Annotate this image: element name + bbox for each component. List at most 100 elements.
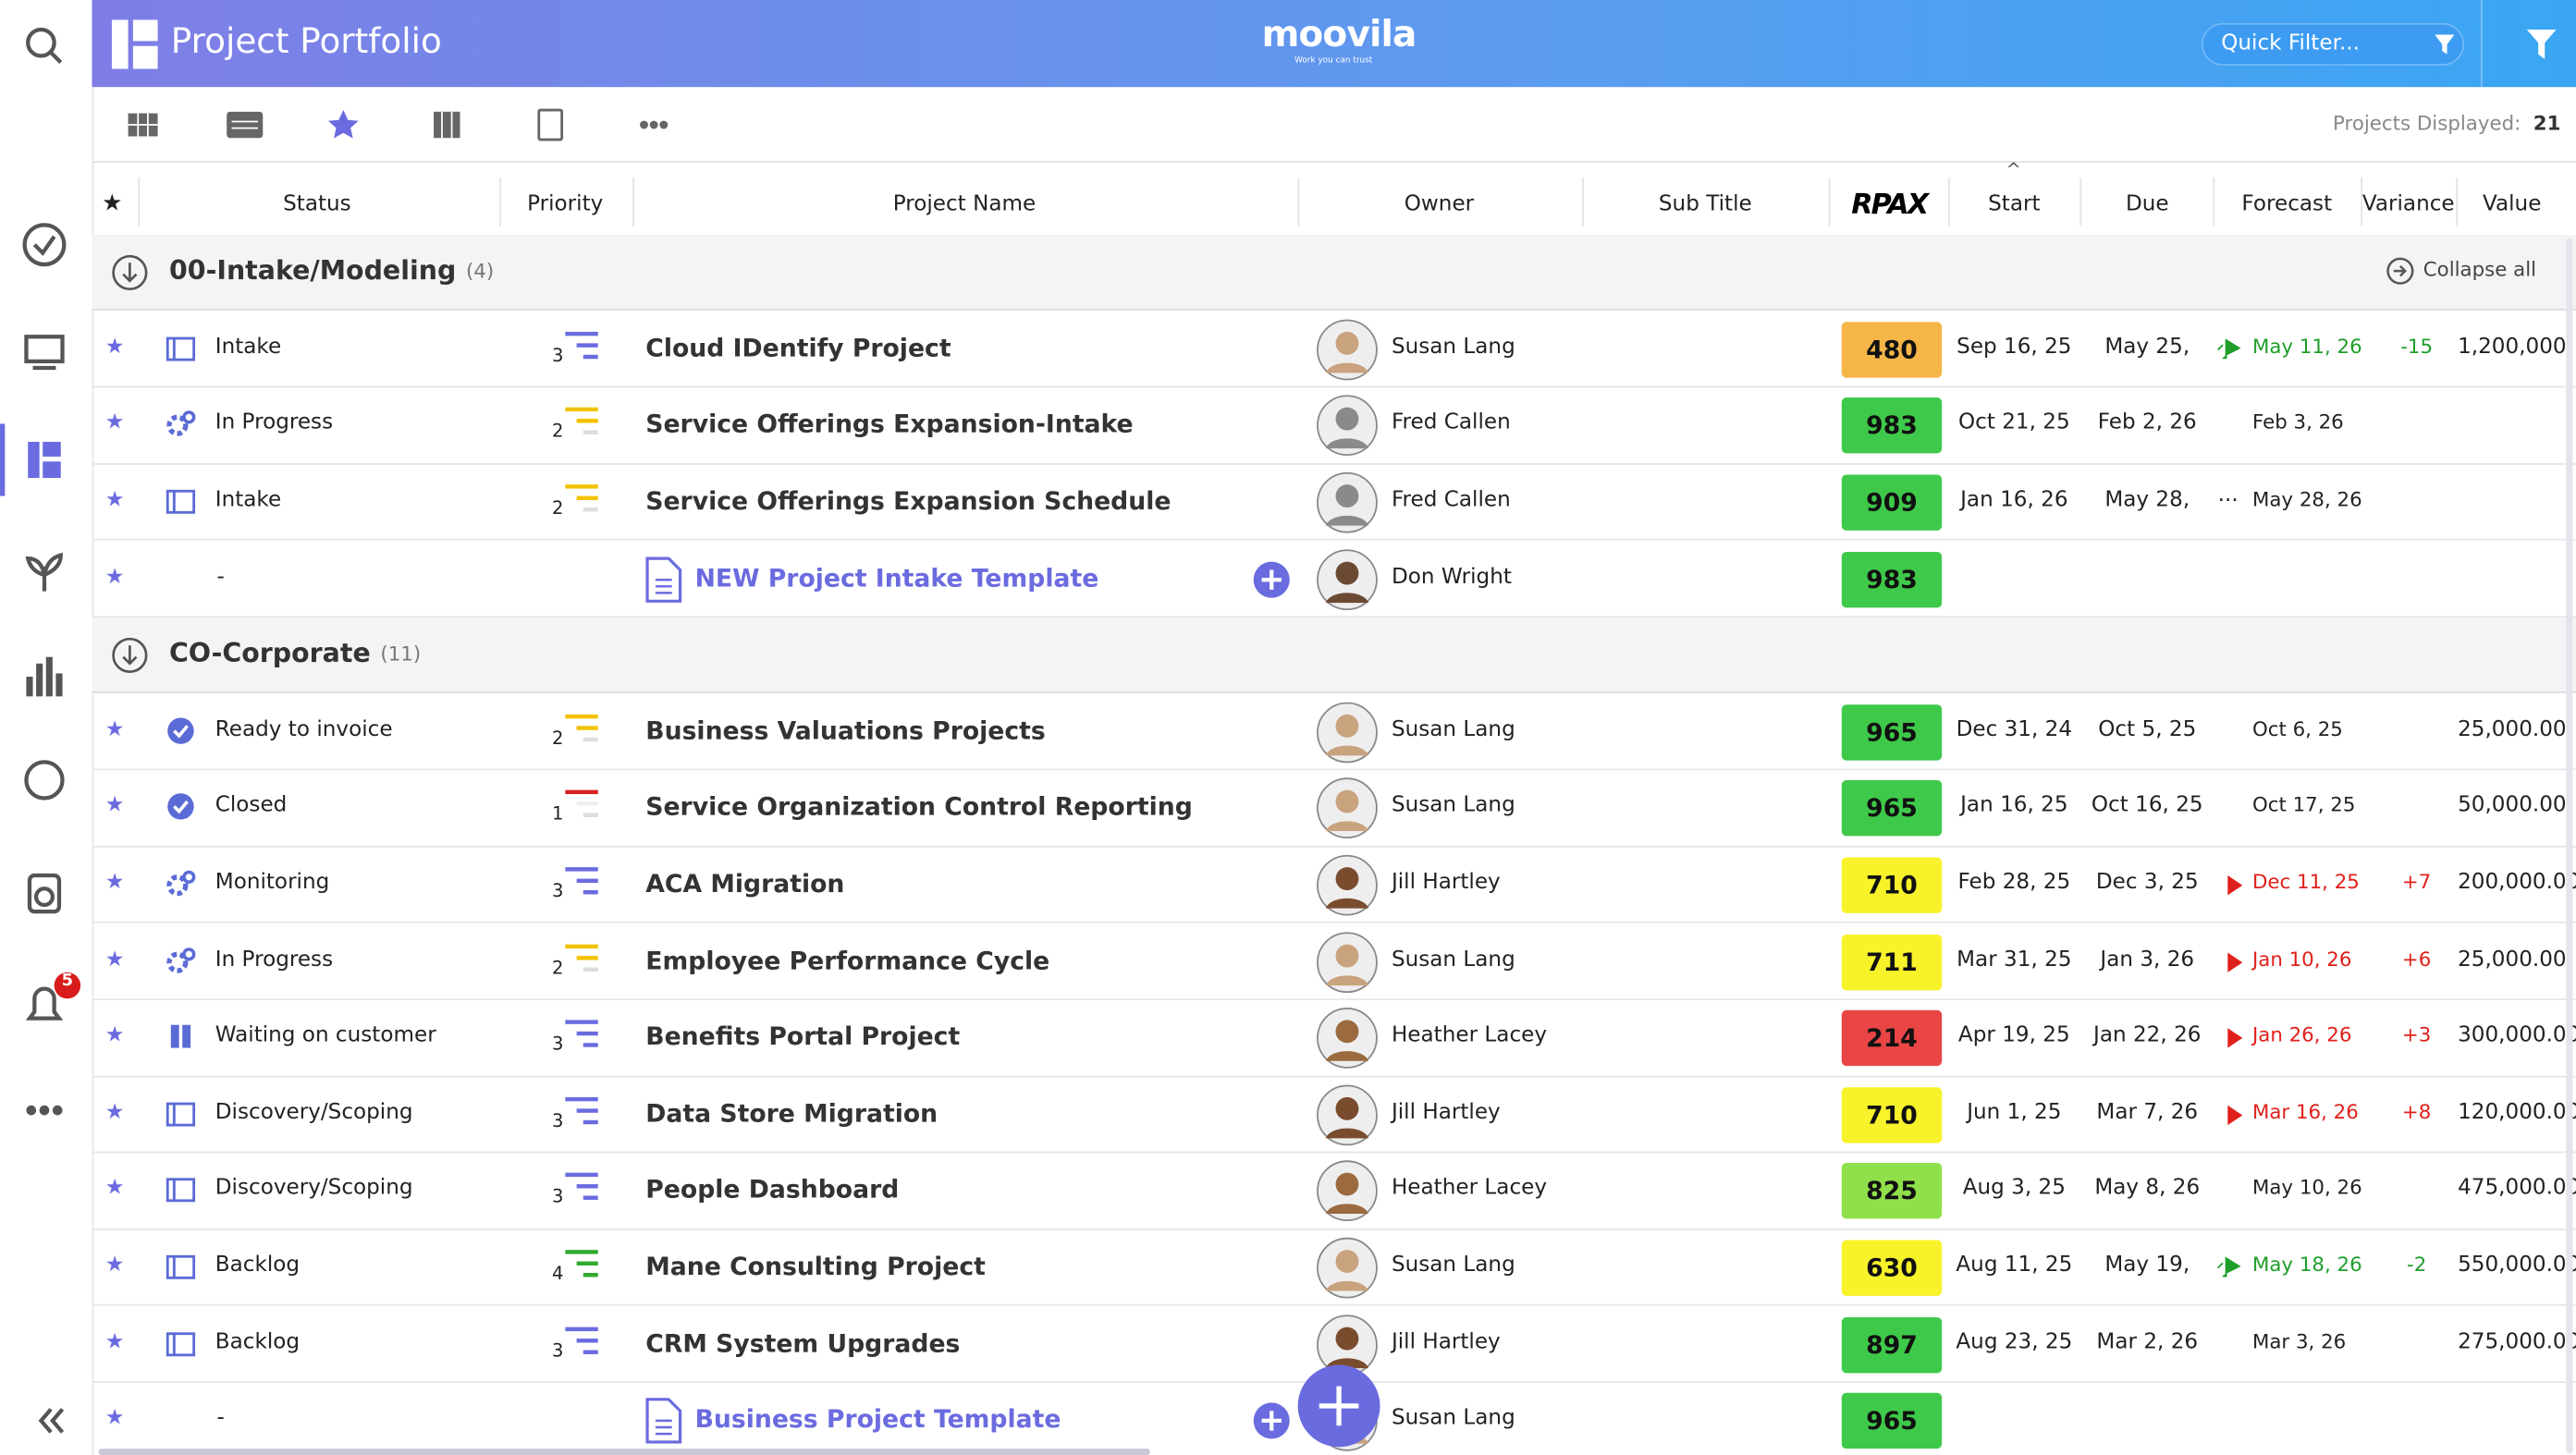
- owner: Jill Hartley: [1391, 1329, 1501, 1355]
- group-count: (11): [380, 642, 422, 666]
- owner-avatar-svg: [1317, 1237, 1378, 1299]
- owner-avatar: [1316, 548, 1379, 617]
- project-row: ★ Ready to invoice 2 Business Valuations Pr…: [92, 694, 2576, 771]
- owner: Jill Hartley: [1391, 1100, 1501, 1125]
- priority-icon: [565, 405, 601, 447]
- rpax-score: 214: [1841, 1010, 1943, 1067]
- variance: -2: [2407, 1253, 2427, 1277]
- status-icon-svg: [166, 1179, 196, 1204]
- priority-icon: [565, 1170, 601, 1213]
- priority: 4: [552, 1263, 564, 1285]
- column-separator: [1828, 177, 1831, 227]
- column-title: Status: [283, 191, 351, 217]
- rpax-value: 710: [1866, 870, 1918, 900]
- forecast-flag-svg: [2227, 951, 2243, 972]
- variance: +3: [2401, 1023, 2432, 1047]
- status-icon-svg: [166, 1405, 195, 1435]
- project-row: ★ Backlog 4 Mane Consulting Project Susan La…: [92, 1229, 2576, 1307]
- forecast-date: Mar 3, 26: [2251, 1329, 2347, 1353]
- status: Waiting on customer: [215, 1023, 436, 1049]
- variance: +7: [2401, 870, 2432, 894]
- project-name: NEW Project Intake Template: [694, 562, 1099, 593]
- priority-icon-svg: [565, 1327, 598, 1354]
- owner-avatar: [1316, 777, 1379, 847]
- start-date: Jan 16, 26: [1960, 487, 2068, 513]
- owner-avatar-svg: [1317, 319, 1378, 381]
- owner: Susan Lang: [1391, 1253, 1515, 1278]
- favorite-star: ★: [104, 487, 125, 513]
- favorite-star: ★: [104, 1406, 125, 1432]
- filter-icon: [2435, 34, 2455, 55]
- sidebar: 5: [0, 0, 94, 1455]
- rpax-score: 480: [1841, 322, 1943, 378]
- status: Discovery/Scoping: [215, 1177, 413, 1202]
- status-icon: [166, 715, 195, 752]
- owner-avatar: [1316, 1008, 1379, 1077]
- owner: Heather Lacey: [1391, 1023, 1548, 1049]
- start-date: Apr 19, 25: [1957, 1023, 2070, 1049]
- view-icons[interactable]: [125, 108, 717, 141]
- favorite-star: ★: [104, 870, 125, 896]
- status: -: [216, 564, 225, 590]
- column-separator: [499, 177, 501, 227]
- value: 1,200,000: [2458, 335, 2567, 360]
- forecast-date: Oct 6, 25: [2251, 717, 2343, 741]
- project-name: Service Organization Control Reporting: [645, 792, 1193, 823]
- priority-icon: [565, 328, 601, 371]
- owner: Susan Lang: [1391, 947, 1515, 972]
- add-button-svg: [1253, 561, 1290, 598]
- projects-displayed-label: Projects Displayed:: [2333, 111, 2521, 135]
- forecast-flag-svg: [2227, 1028, 2243, 1049]
- rpax-value: 983: [1866, 564, 1918, 594]
- project-name: People Dashboard: [645, 1175, 900, 1205]
- forecast-flag-svg: [2217, 337, 2241, 360]
- owner: Jill Hartley: [1391, 870, 1501, 896]
- owner-avatar-svg: [1317, 471, 1378, 533]
- status: Monitoring: [215, 870, 330, 896]
- filter-button[interactable]: [2526, 29, 2557, 59]
- template-icon-svg: [645, 556, 682, 603]
- due-date: Jan 22, 26: [2093, 1023, 2202, 1049]
- project-name: Service Offerings Expansion-Intake: [645, 410, 1134, 440]
- status-icon: [166, 1328, 196, 1364]
- due-date: Mar 2, 26: [2096, 1329, 2199, 1355]
- column-title: Sub Title: [1658, 191, 1752, 217]
- priority: 3: [552, 1339, 564, 1362]
- column-title: Owner: [1404, 191, 1475, 217]
- add-button: [1252, 559, 1292, 605]
- column-header: ★ ^ Status Priority Project Name Owner Sub T…: [92, 159, 2576, 237]
- column-separator: [2456, 177, 2459, 227]
- priority-icon-svg: [565, 1250, 598, 1278]
- status-icon: [166, 1405, 195, 1441]
- owner: Fred Callen: [1391, 411, 1511, 436]
- add-button: [1252, 1401, 1292, 1448]
- status-icon: [166, 1022, 195, 1058]
- status-icon-svg: [166, 947, 196, 973]
- priority-icon-svg: [565, 1020, 598, 1048]
- status: Ready to invoice: [215, 717, 393, 742]
- rpax-value: 965: [1866, 1406, 1918, 1437]
- column-title: Due: [2125, 191, 2169, 217]
- status: Discovery/Scoping: [215, 1100, 413, 1125]
- priority: 2: [552, 421, 564, 443]
- column-title: Priority: [527, 191, 604, 217]
- owner-avatar-svg: [1317, 1161, 1378, 1222]
- status-icon: [166, 946, 196, 982]
- project-name: Data Store Migration: [645, 1098, 938, 1129]
- sidebar-icons: [0, 27, 81, 1434]
- forecast-date: May 28, 26: [2251, 487, 2362, 511]
- column-separator: [2213, 177, 2215, 227]
- project-name: Business Valuations Projects: [645, 715, 1046, 746]
- priority-icon-svg: [565, 408, 598, 435]
- floating-add-button: [1296, 1363, 1381, 1455]
- collapse-all: Collapse all: [2423, 257, 2537, 281]
- favorite-star: ★: [104, 1329, 125, 1355]
- status: Backlog: [215, 1253, 301, 1278]
- owner-avatar-svg: [1317, 778, 1378, 839]
- group-row: 00-Intake/Modeling (4) Collapse all: [92, 235, 2576, 311]
- owner: Susan Lang: [1391, 717, 1515, 742]
- owner-avatar-svg: [1317, 702, 1378, 764]
- quick-filter[interactable]: Quick Filter...: [2201, 22, 2465, 67]
- group-toggle: [110, 636, 150, 682]
- priority-icon: [565, 711, 601, 753]
